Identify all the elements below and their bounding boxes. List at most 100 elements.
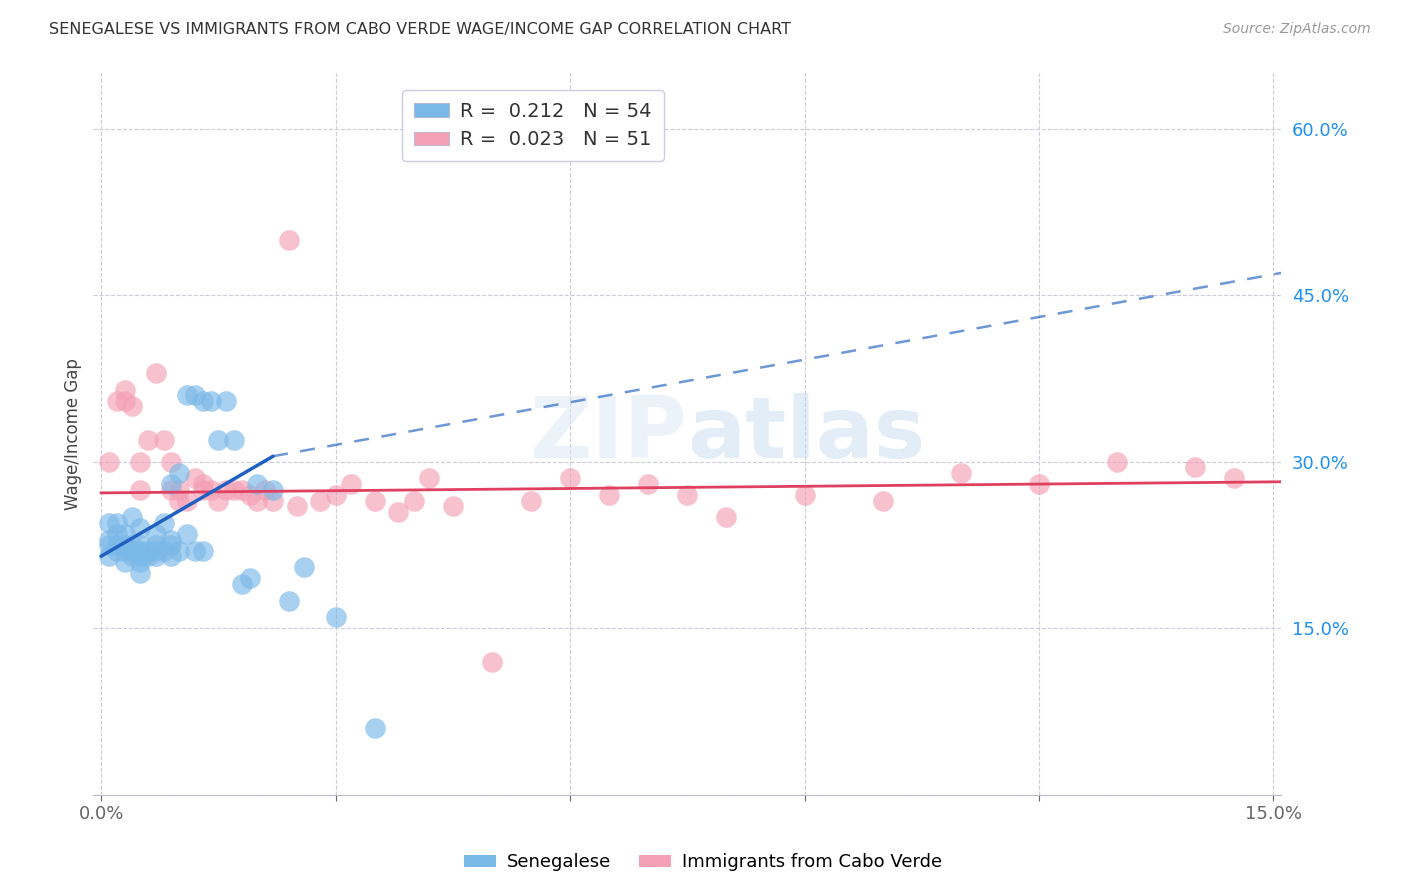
Point (145, 538, 167, 552)
Point (418, 471, 440, 485)
Point (191, 393, 214, 408)
Point (176, 493, 198, 508)
Point (481, 655, 503, 669)
Point (200, 393, 222, 408)
Point (309, 493, 332, 508)
Point (176, 527, 198, 541)
Point (292, 560, 315, 574)
Point (114, 527, 136, 541)
Point (136, 433, 159, 447)
Point (97, 549, 120, 564)
Point (136, 543, 159, 558)
Point (598, 488, 620, 502)
Point (129, 483, 152, 497)
Point (191, 483, 214, 497)
Point (949, 466, 972, 480)
Text: Source: ZipAtlas.com: Source: ZipAtlas.com (1223, 22, 1371, 37)
Point (160, 549, 183, 564)
Text: atlas: atlas (688, 392, 925, 475)
Point (184, 543, 207, 558)
Point (160, 533, 183, 547)
Point (231, 577, 253, 591)
Point (207, 493, 229, 508)
Point (169, 543, 191, 558)
Point (231, 483, 253, 497)
Point (793, 488, 815, 502)
Point (152, 433, 174, 447)
Point (121, 538, 143, 552)
Point (114, 393, 136, 408)
Point (363, 722, 385, 736)
Point (129, 555, 152, 569)
Point (121, 549, 143, 564)
Point (246, 477, 269, 491)
Point (114, 383, 136, 397)
Point (191, 543, 214, 558)
Point (872, 493, 894, 508)
Point (169, 493, 191, 508)
Point (105, 543, 128, 558)
Point (200, 483, 222, 497)
Point (1028, 477, 1050, 491)
Point (558, 471, 581, 485)
Point (105, 393, 128, 408)
Point (441, 500, 464, 514)
Point (325, 610, 347, 624)
Point (160, 483, 183, 497)
Point (114, 555, 136, 569)
Point (105, 527, 128, 541)
Point (637, 477, 659, 491)
Point (114, 543, 136, 558)
Point (136, 549, 159, 564)
Point (97, 516, 120, 530)
Point (207, 433, 229, 447)
Point (169, 466, 191, 480)
Point (285, 500, 308, 514)
Point (277, 233, 299, 247)
Point (363, 493, 385, 508)
Point (114, 538, 136, 552)
Point (191, 477, 214, 491)
Legend: Senegalese, Immigrants from Cabo Verde: Senegalese, Immigrants from Cabo Verde (457, 847, 949, 879)
Point (121, 510, 143, 524)
Point (340, 477, 363, 491)
Point (145, 549, 167, 564)
Point (152, 543, 174, 558)
Point (222, 433, 245, 447)
Point (215, 393, 238, 408)
Point (676, 488, 699, 502)
Point (121, 543, 143, 558)
Legend: R =  0.212   N = 54, R =  0.023   N = 51: R = 0.212 N = 54, R = 0.023 N = 51 (402, 90, 664, 161)
Point (129, 549, 152, 564)
Text: ZIP: ZIP (530, 392, 688, 475)
Point (169, 483, 191, 497)
Point (246, 493, 269, 508)
Point (1107, 455, 1129, 469)
Point (520, 493, 543, 508)
Text: SENEGALESE VS IMMIGRANTS FROM CABO VERDE WAGE/INCOME GAP CORRELATION CHART: SENEGALESE VS IMMIGRANTS FROM CABO VERDE… (49, 22, 792, 37)
Point (152, 516, 174, 530)
Point (129, 521, 152, 535)
Point (160, 538, 183, 552)
Point (97, 455, 120, 469)
Point (176, 388, 198, 402)
Point (105, 516, 128, 530)
Point (387, 505, 409, 519)
Point (239, 571, 262, 585)
Point (262, 483, 284, 497)
Point (129, 538, 152, 552)
Point (129, 566, 152, 580)
Point (129, 455, 152, 469)
Point (121, 399, 143, 413)
Point (402, 493, 425, 508)
Point (1223, 471, 1246, 485)
Point (254, 483, 277, 497)
Point (145, 543, 167, 558)
Point (129, 543, 152, 558)
Point (145, 366, 167, 380)
Point (222, 483, 245, 497)
Point (716, 510, 738, 524)
Point (97, 538, 120, 552)
Point (325, 488, 347, 502)
Point (184, 388, 207, 402)
